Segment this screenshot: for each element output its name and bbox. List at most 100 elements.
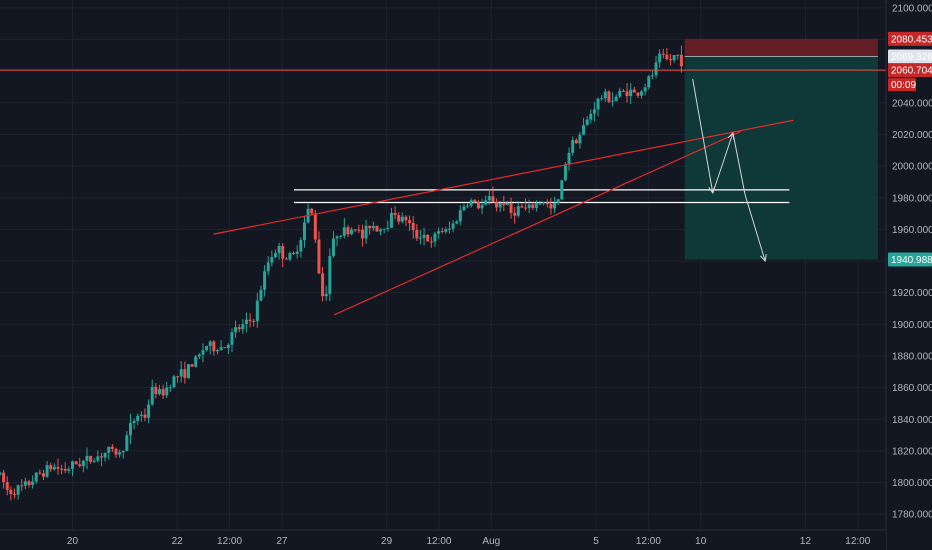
candle-22 [78,457,82,468]
candle-176 [636,92,640,99]
candle-171 [618,87,622,99]
candle-65 [234,320,238,338]
candle-183 [661,48,665,59]
y-tick-label-16: 2100.000 [892,3,932,14]
candle-45 [161,384,165,399]
projection-segment-0 [692,79,714,194]
candle-112 [404,215,408,227]
candle-129 [466,203,470,209]
candle-40 [143,408,147,422]
y-tick-label-0: 1780.000 [892,510,932,521]
candle-89 [321,266,325,302]
candle-27 [96,450,100,463]
y-tick-label-11: 2000.000 [892,162,932,173]
candle-123 [444,226,448,234]
x-tick-label-10: 12 [800,536,812,547]
candle-59 [212,340,216,356]
candle-31 [110,443,114,453]
candle-70 [252,318,256,327]
candle-182 [658,49,662,69]
candle-186 [672,54,676,63]
x-tick-label-11: 12:00 [845,536,870,547]
candle-150 [542,202,546,206]
candle-127 [458,205,462,226]
candle-42 [150,379,154,407]
y-tick-label-9: 1960.000 [892,225,932,236]
position-zones [684,38,878,260]
candle-103 [371,221,375,232]
candle-36 [128,413,132,445]
candle-43 [154,382,158,399]
candle-73 [263,265,267,297]
candle-165 [596,97,600,117]
candle-107 [386,220,390,232]
candle-68 [244,312,248,333]
candle-29 [103,452,107,462]
candle-121 [437,227,441,239]
y-tick-label-5: 1880.000 [892,351,932,362]
candle-184 [665,47,669,61]
wedge-upper-trendline [213,119,794,235]
candle-4 [12,488,16,499]
candle-102 [368,225,372,235]
time-axis[interactable]: 20 22 12:00 27 29 12:00 Aug 5 12:00 10 12 12:00 [0,529,886,550]
candle-51 [183,361,187,384]
candle-75 [270,250,274,267]
candle-164 [592,102,596,122]
candle-8 [27,479,31,488]
trendlines[interactable] [213,119,794,316]
candle-101 [364,219,368,244]
candle-74 [266,256,270,276]
candle-97 [350,227,354,236]
candle-143 [516,200,520,218]
candle-52 [186,363,190,379]
candle-47 [168,384,172,392]
candle-10 [34,472,38,484]
candle-125 [451,220,455,233]
x-tick-label-8: 12:00 [636,536,661,547]
candle-132 [476,199,480,210]
y-tick-label-2: 1820.000 [892,446,932,457]
projection-segment-1 [712,132,734,194]
candle-20 [70,460,74,477]
x-tick-label-1: 22 [172,536,184,547]
candle-185 [669,53,673,66]
candle-157 [567,147,571,171]
candle-122 [440,227,444,234]
candle-53 [190,363,194,367]
projection-arrows[interactable] [692,79,767,263]
candle-5 [16,484,20,500]
candle-14 [49,462,53,472]
candle-137 [495,198,499,212]
candle-144 [520,202,524,208]
candle-3 [9,486,13,501]
candle-34 [121,450,125,459]
candle-152 [549,198,553,215]
candle-55 [197,353,201,359]
candle-33 [118,449,122,458]
current-price-badge: 2060.704 [888,63,932,78]
candle-19 [67,466,71,474]
candle-177 [640,89,644,99]
candle-0 [0,471,2,476]
candle-162 [585,116,589,126]
candle-163 [589,109,593,124]
y-tick-label-12: 2020.000 [892,130,932,141]
candle-154 [556,198,560,206]
x-tick-label-5: 12:00 [426,536,451,547]
candle-57 [205,345,209,352]
candle-105 [379,228,383,236]
candle-13 [45,461,49,478]
candle-178 [643,83,647,96]
candle-76 [273,249,277,259]
candle-93 [335,235,339,247]
candle-133 [480,199,484,215]
time-axis-background [0,530,886,550]
candle-147 [531,202,535,211]
candle-108 [389,207,393,228]
candle-114 [411,216,415,239]
y-tick-label-6: 1900.000 [892,320,932,331]
candle-98 [353,229,357,233]
